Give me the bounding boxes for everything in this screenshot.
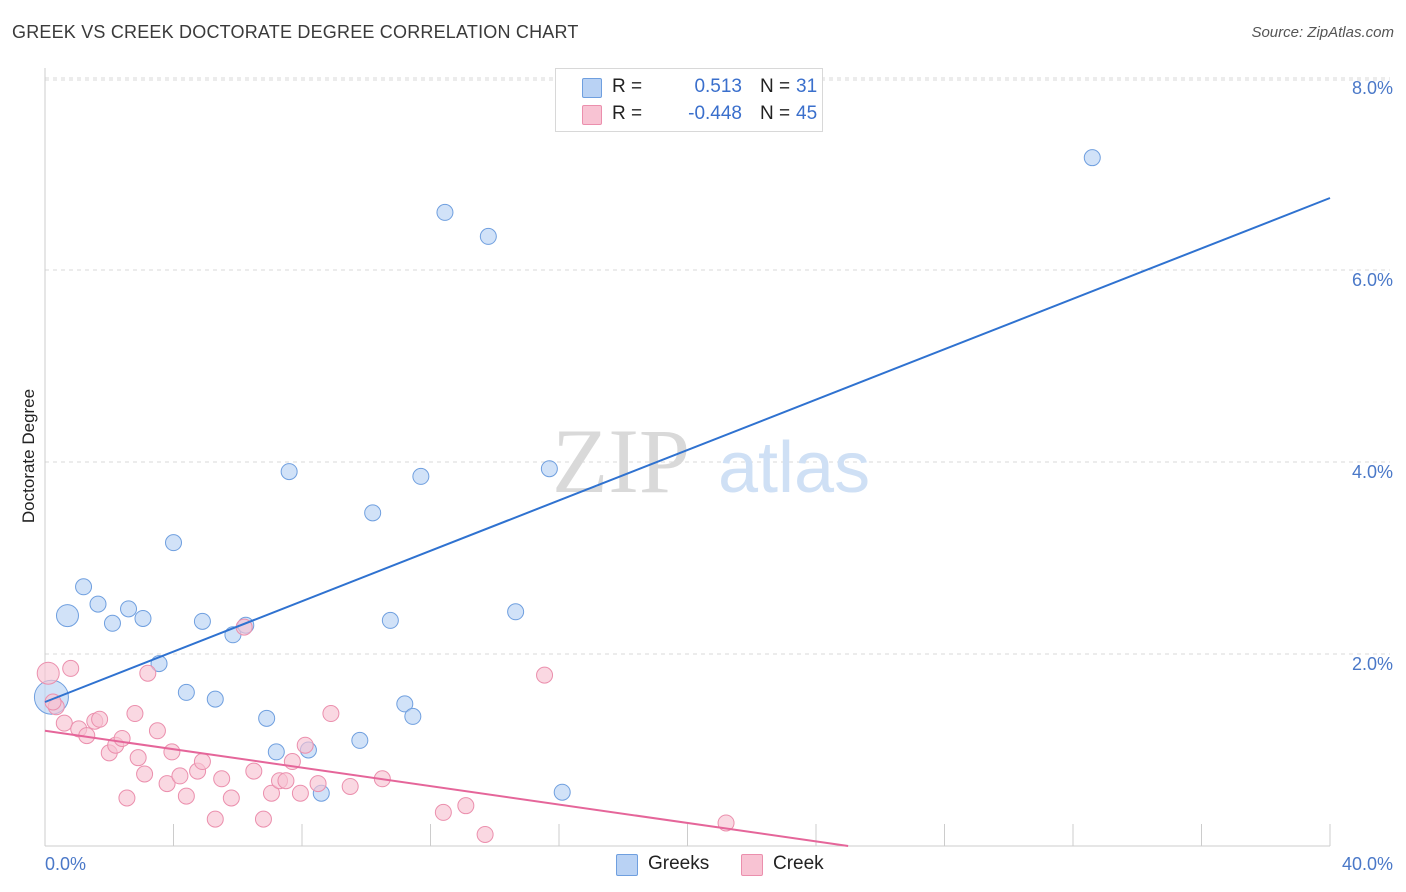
y-axis-label: Doctorate Degree	[19, 389, 38, 523]
creek-point	[177, 787, 195, 805]
legend-r-value: -0.448	[688, 103, 742, 124]
legend-swatch-blue	[582, 78, 602, 98]
greeks-point	[258, 709, 276, 727]
trend-layer	[44, 197, 1331, 847]
greeks-point	[165, 534, 182, 552]
creek-point	[193, 753, 211, 771]
watermark-atlas: atlas	[718, 428, 870, 508]
axis-layer	[44, 68, 1331, 847]
y-tick-label: 2.0%	[1352, 654, 1393, 674]
creek-point	[206, 810, 224, 828]
creek-point	[126, 705, 144, 723]
watermark-zip: ZIP	[552, 410, 690, 512]
creek-point	[139, 664, 157, 682]
legend-r-value: 0.513	[694, 76, 742, 97]
greeks-point	[89, 595, 107, 613]
creek-trend-line	[44, 729, 849, 847]
watermark: ZIP atlas	[552, 410, 870, 512]
greeks-point	[364, 504, 382, 522]
y-tick-label: 4.0%	[1352, 462, 1393, 482]
grid-layer	[45, 77, 1390, 655]
greeks-point	[553, 783, 571, 801]
x-tick-label: 0.0%	[45, 854, 86, 874]
creek-point	[136, 765, 154, 783]
greeks-point	[507, 603, 525, 621]
legend-r-label: R =	[612, 103, 643, 124]
greeks-point	[75, 578, 93, 596]
creek-point	[163, 743, 181, 761]
creek-point	[91, 710, 109, 728]
greeks-point	[351, 731, 369, 749]
creek-point	[213, 770, 231, 788]
bottom-legend-swatch-blue	[616, 854, 638, 876]
greeks-point	[1083, 149, 1101, 167]
greeks-trend-line	[44, 197, 1331, 703]
creek-point	[148, 722, 166, 740]
creek-point	[322, 705, 340, 723]
greeks-point	[120, 600, 138, 618]
creek-point	[277, 772, 295, 790]
creek-point	[536, 666, 554, 684]
greeks-point	[206, 690, 224, 708]
creek-point	[434, 803, 452, 821]
creek-point	[309, 775, 327, 793]
creek-point	[36, 661, 60, 685]
legend-n-value: 45	[796, 103, 818, 124]
greeks-point	[381, 611, 399, 629]
greeks-point	[267, 743, 285, 761]
legend-r-label: R =	[612, 76, 643, 97]
correlation-legend: R = 0.513 N = 31 R = -0.448 N = 45	[555, 68, 823, 132]
creek-point	[118, 789, 136, 807]
creek-point	[129, 749, 147, 767]
bottom-legend-swatch-pink	[741, 854, 763, 876]
creek-point	[291, 784, 309, 802]
x-tick-label: 40.0%	[1342, 854, 1393, 874]
legend-swatch-pink	[582, 105, 602, 125]
chart-title: GREEK VS CREEK DOCTORATE DEGREE CORRELAT…	[12, 22, 579, 42]
greeks-point	[479, 227, 497, 245]
creek-point	[296, 736, 314, 754]
creek-point	[341, 777, 359, 795]
creek-point	[262, 784, 280, 802]
y-tick-label: 8.0%	[1352, 78, 1393, 98]
creek-point	[113, 729, 131, 747]
creek-point	[55, 714, 73, 732]
creek-point	[476, 825, 494, 843]
y-tick-label: 6.0%	[1352, 270, 1393, 290]
greeks-point	[177, 683, 195, 701]
creek-point	[245, 762, 263, 780]
greeks-point	[280, 463, 298, 481]
bottom-legend-label: Creek	[773, 853, 824, 874]
greeks-point	[193, 612, 211, 630]
greeks-point	[55, 604, 79, 628]
legend-n-label: N =	[760, 103, 791, 124]
greeks-point	[134, 609, 152, 627]
creek-point	[171, 767, 189, 785]
legend-n-label: N =	[760, 76, 791, 97]
greeks-point	[103, 614, 121, 632]
greeks-point	[436, 203, 454, 221]
creek-point	[62, 659, 80, 677]
greeks-point	[396, 695, 414, 713]
creek-point	[158, 775, 176, 793]
greeks-point	[540, 460, 558, 478]
label-layer: 2.0% 4.0% 6.0% 8.0% 0.0% 40.0%	[45, 78, 1393, 874]
creek-point	[457, 797, 475, 815]
greeks-point	[404, 707, 422, 725]
creek-point	[222, 789, 240, 807]
greeks-point	[412, 467, 430, 485]
source-label: Source: ZipAtlas.com	[1251, 24, 1394, 41]
creek-point	[254, 810, 272, 828]
bottom-legend-label: Greeks	[648, 853, 710, 874]
legend-n-value: 31	[796, 76, 818, 97]
